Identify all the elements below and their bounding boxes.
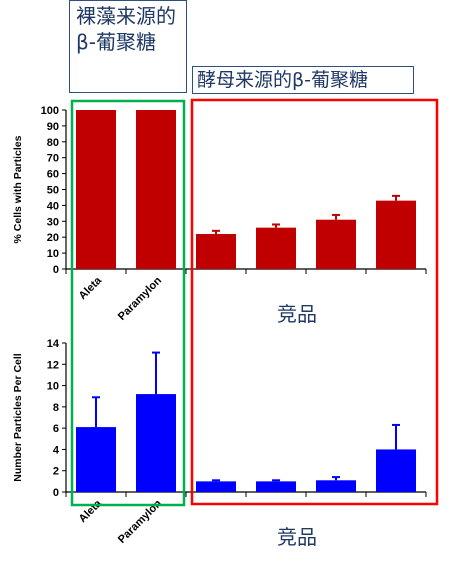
bottom-bar: [256, 481, 296, 492]
competitor-label-top: 竞品: [277, 302, 317, 326]
top-chart-cells-with-particles: 0 10 20 30 40 50 60 70 80 90 100 % Cells with Parti…: [12, 105, 427, 323]
bottom-bar: [196, 481, 236, 492]
bottom-y-tick-label: 6: [53, 423, 59, 435]
bottom-y-axis-label: Number Particles Per Cell: [12, 353, 24, 481]
top-y-axis-label: % Cells with Particles: [12, 135, 24, 243]
top-y-tick-label: 0: [53, 264, 59, 276]
bottom-y-tick-label: 4: [53, 444, 60, 456]
bottom-y-tick-label: 12: [47, 359, 59, 371]
top-bar: [76, 110, 116, 269]
top-y-tick-label: 10: [47, 248, 59, 260]
competitor-label-bottom: 竞品: [277, 525, 317, 549]
top-bar: [136, 110, 176, 269]
top-x-tick-label: Aleta: [77, 274, 105, 302]
bottom-bar: [136, 394, 176, 492]
top-y-tick-label: 60: [47, 169, 59, 181]
top-y-tick-label: 40: [47, 200, 59, 212]
callout-euglena-beta-glucan: 裸藻来源的β-葡聚糖: [69, 0, 187, 93]
bottom-chart-particles-per-cell: 0 2 4 6 8 10 12 14 Number Particles Per Cell Alet…: [12, 338, 427, 546]
top-bar: [256, 227, 296, 269]
top-bar: [196, 234, 236, 269]
bottom-bar: [76, 427, 116, 492]
bottom-y-tick-label: 0: [53, 487, 59, 499]
bottom-bar: [316, 480, 356, 492]
top-y-tick-label: 80: [47, 137, 59, 149]
top-bar: [316, 219, 356, 269]
top-x-tick-label: Paramylon: [116, 274, 164, 322]
top-y-tick-label: 90: [47, 121, 59, 133]
green-highlight-box: [70, 99, 186, 507]
red-highlight-box: [190, 98, 439, 506]
top-y-tick-label: 50: [47, 185, 59, 197]
bottom-x-tick-label: Aleta: [77, 497, 105, 525]
bottom-bar: [376, 449, 416, 492]
top-y-tick-label: 70: [47, 153, 59, 165]
top-y-tick-label: 30: [47, 216, 59, 228]
top-bar: [376, 200, 416, 269]
bottom-y-tick-label: 2: [53, 466, 59, 478]
top-y-tick-label: 100: [41, 105, 59, 117]
bottom-y-tick-label: 14: [47, 338, 60, 350]
bottom-y-tick-label: 10: [47, 381, 59, 393]
callout-yeast-beta-glucan: 酵母来源的β-葡聚糖: [192, 66, 414, 94]
bottom-y-tick-label: 8: [53, 402, 59, 414]
top-y-tick-label: 20: [47, 232, 59, 244]
